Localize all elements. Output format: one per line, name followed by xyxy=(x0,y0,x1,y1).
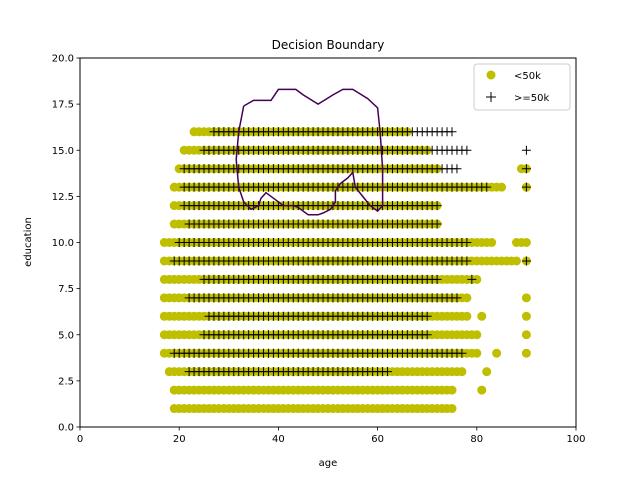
x-axis-label: age xyxy=(319,458,338,469)
y-tick-label: 0.0 xyxy=(58,423,74,434)
y-tick-label: 10.0 xyxy=(52,238,74,249)
point-above-50k xyxy=(452,293,462,303)
point-above-50k xyxy=(383,367,393,377)
legend: <50k >=50k xyxy=(473,63,571,111)
point-above-50k xyxy=(432,274,442,284)
point-below-50k xyxy=(477,385,487,395)
point-above-50k xyxy=(521,164,531,174)
y-tick-label: 17.5 xyxy=(52,100,74,111)
point-below-50k xyxy=(521,348,531,358)
point-below-50k xyxy=(472,348,482,358)
point-below-50k xyxy=(492,348,502,358)
point-above-50k xyxy=(521,182,531,192)
point-above-50k xyxy=(432,219,442,229)
chart-title: Decision Boundary xyxy=(272,38,385,52)
decision-boundary-line xyxy=(235,88,384,216)
x-tick-label: 100 xyxy=(566,434,585,445)
point-below-50k xyxy=(482,367,492,377)
point-above-50k xyxy=(482,182,492,192)
point-above-50k xyxy=(462,145,472,155)
point-below-50k xyxy=(472,330,482,340)
x-tick-label: 40 xyxy=(272,434,285,445)
point-below-50k xyxy=(521,238,531,247)
point-below-50k xyxy=(487,238,497,247)
x-tick-label: 20 xyxy=(173,434,186,445)
point-below-50k xyxy=(477,311,487,321)
point-above-50k xyxy=(422,311,432,321)
point-below-50k xyxy=(462,293,472,303)
point-above-50k xyxy=(521,145,531,155)
point-below-50k xyxy=(521,330,531,340)
x-tick-label: 60 xyxy=(371,434,384,445)
point-above-50k xyxy=(432,201,442,211)
point-above-50k xyxy=(422,330,432,340)
point-below-50k xyxy=(511,256,521,266)
legend-label-below: <50k xyxy=(514,71,541,82)
y-tick-label: 20.0 xyxy=(52,54,74,65)
point-above-50k xyxy=(457,348,467,358)
point-below-50k xyxy=(521,311,531,321)
point-below-50k xyxy=(447,404,457,414)
x-axis: 0 20 40 60 80 100 xyxy=(77,427,586,445)
point-below-50k xyxy=(462,311,472,321)
legend-marker-above xyxy=(486,92,496,102)
plot-area xyxy=(159,88,531,414)
y-tick-label: 5.0 xyxy=(58,330,74,341)
y-tick-label: 2.5 xyxy=(58,376,74,387)
x-tick-label: 80 xyxy=(470,434,483,445)
point-above-50k xyxy=(467,274,477,284)
point-below-50k xyxy=(457,367,467,377)
point-below-50k xyxy=(521,293,531,303)
y-tick-label: 12.5 xyxy=(52,192,74,203)
x-tick-label: 0 xyxy=(77,434,83,445)
point-below-50k xyxy=(497,182,507,192)
point-above-50k xyxy=(462,256,472,266)
point-above-50k xyxy=(521,256,531,266)
y-axis-label: education xyxy=(23,217,34,267)
y-tick-label: 15.0 xyxy=(52,146,74,157)
legend-box xyxy=(473,63,571,111)
legend-label-above: >=50k xyxy=(514,93,549,104)
point-below-50k xyxy=(447,385,457,395)
y-axis: 0.0 2.5 5.0 7.5 10.0 12.5 15.0 17.5 20.0 xyxy=(52,54,80,434)
point-below-50k xyxy=(472,274,482,284)
point-above-50k xyxy=(462,238,472,247)
legend-marker-below xyxy=(486,70,496,80)
point-above-50k xyxy=(447,127,457,137)
point-above-50k xyxy=(452,164,462,174)
y-tick-label: 7.5 xyxy=(58,284,74,295)
